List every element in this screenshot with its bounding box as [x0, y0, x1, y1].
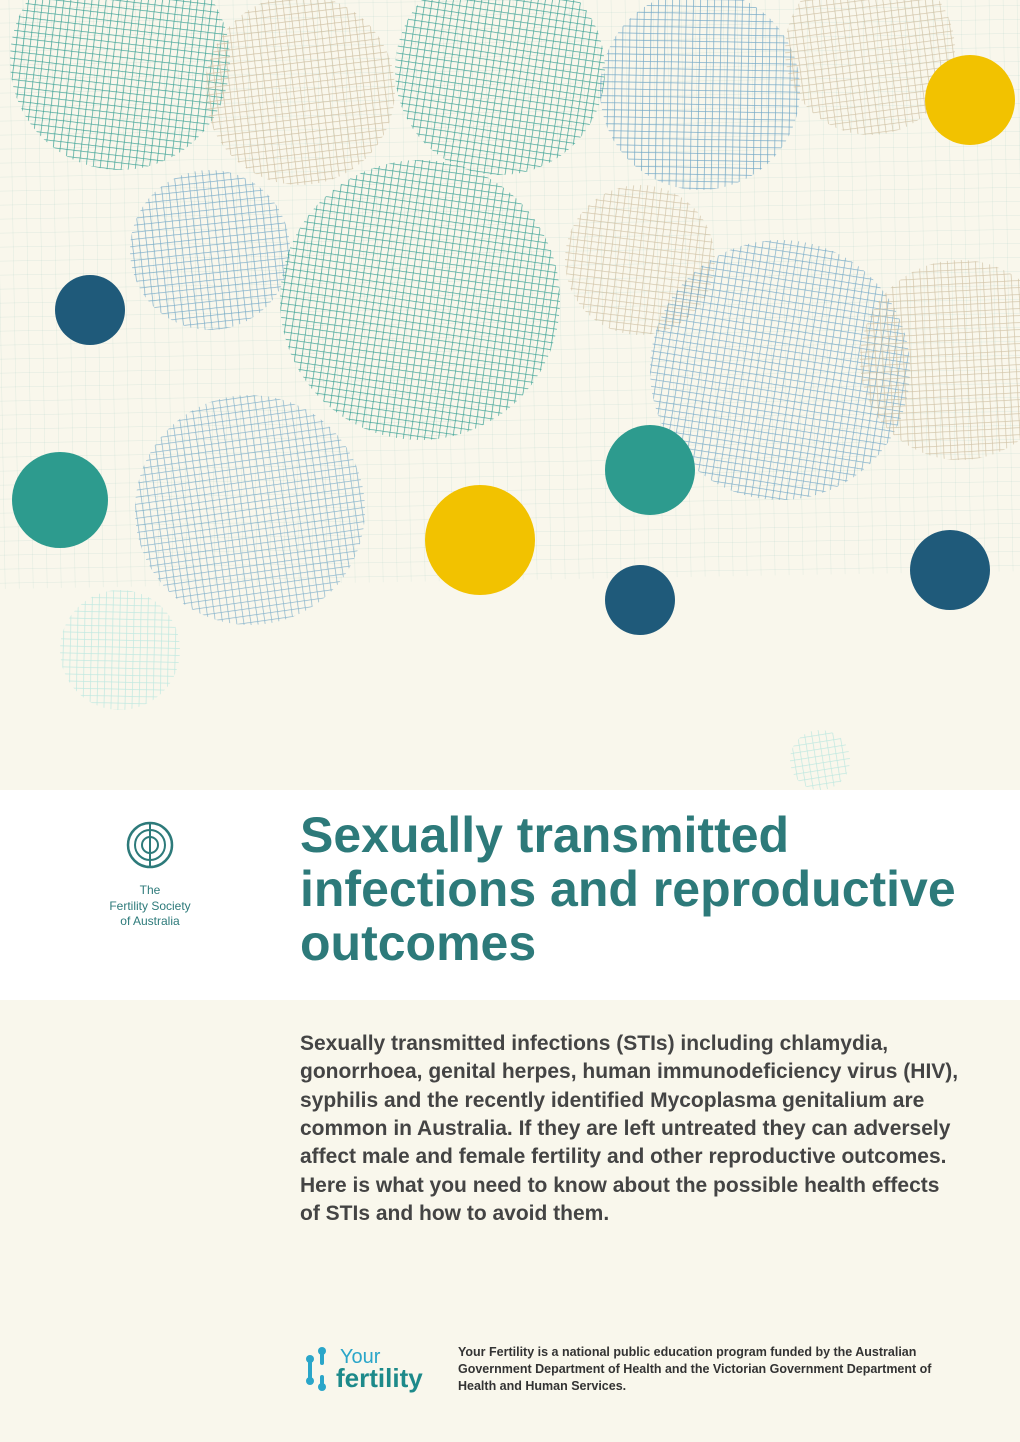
hero-graphic [0, 0, 1020, 790]
fsa-logo: The Fertility Society of Australia [109, 820, 190, 930]
fsa-logo-column: The Fertility Society of Australia [0, 790, 300, 930]
intro-paragraph: Sexually transmitted infections (STIs) i… [300, 1030, 960, 1228]
footer-text: Your Fertility is a national public educ… [458, 1344, 960, 1395]
your-fertility-logo-icon: Your fertility [300, 1339, 430, 1395]
fsa-line1: The [109, 883, 190, 899]
fsa-line3: of Australia [109, 914, 190, 930]
title-column: Sexually transmitted infections and repr… [300, 790, 1020, 970]
fsa-line2: Fertility Society [109, 899, 190, 915]
hero-svg [0, 0, 1020, 790]
fsa-logo-icon [125, 820, 175, 870]
intro-band: Sexually transmitted infections (STIs) i… [0, 1000, 1020, 1228]
page-title: Sexually transmitted infections and repr… [300, 808, 960, 970]
footer-band: Your fertility Your Fertility is a natio… [0, 1339, 1020, 1400]
yf-word-bottom: fertility [336, 1363, 423, 1393]
your-fertility-logo: Your fertility [300, 1339, 430, 1400]
title-band: The Fertility Society of Australia Sexua… [0, 790, 1020, 1000]
